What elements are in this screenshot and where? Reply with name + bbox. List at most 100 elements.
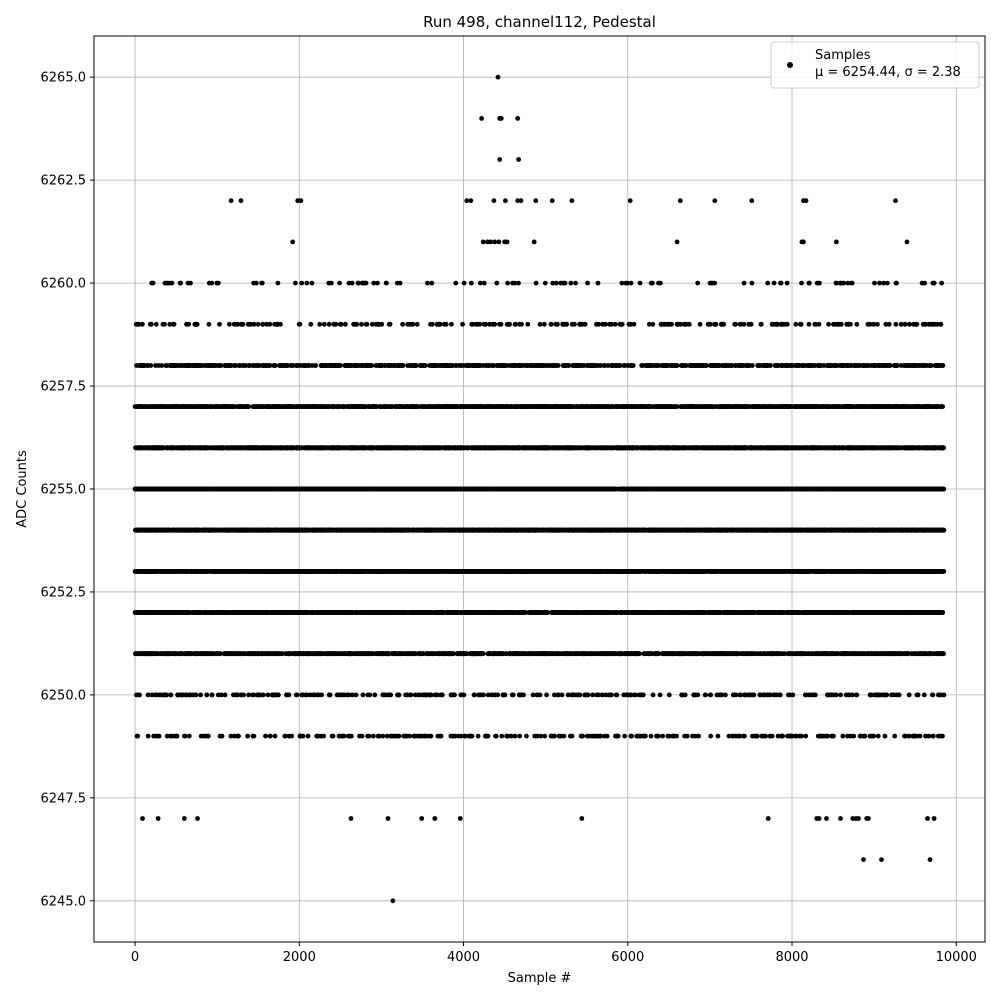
data-point: [231, 610, 237, 615]
data-point: [855, 651, 860, 657]
data-point: [716, 610, 721, 615]
data-point: [840, 733, 846, 739]
data-point: [396, 692, 402, 698]
data-point: [716, 651, 722, 657]
data-point: [491, 651, 496, 657]
data-point: [552, 651, 557, 657]
data-point: [371, 610, 377, 615]
data-point: [416, 733, 422, 739]
data-point: [664, 651, 670, 657]
data-points: [132, 74, 947, 904]
data-point: [337, 733, 343, 739]
data-point: [880, 651, 885, 657]
data-point: [787, 733, 792, 739]
data-point: [670, 651, 676, 657]
data-point: [763, 610, 769, 615]
data-point: [448, 733, 454, 739]
data-point: [344, 610, 349, 615]
data-point: [311, 692, 316, 698]
data-point: [851, 610, 857, 615]
data-point: [501, 610, 507, 615]
data-point: [711, 610, 717, 615]
data-point: [435, 651, 441, 657]
data-point: [318, 651, 324, 657]
data-point: [231, 692, 236, 698]
data-point: [509, 692, 515, 698]
data-point: [254, 610, 260, 615]
data-point: [679, 692, 684, 698]
data-point: [867, 692, 873, 698]
data-point: [362, 610, 368, 615]
data-point: [218, 610, 224, 615]
data-point: [678, 651, 684, 657]
data-point: [889, 692, 894, 698]
data-point: [572, 692, 577, 698]
data-point: [499, 733, 505, 739]
data-point: [471, 610, 477, 615]
data-point: [240, 651, 246, 657]
data-point: [372, 692, 378, 698]
data-point: [910, 610, 916, 615]
data-point: [163, 610, 169, 615]
data-point: [918, 610, 923, 615]
data-point: [504, 733, 510, 739]
data-point: [580, 610, 585, 615]
data-point: [851, 733, 857, 739]
data-point: [559, 692, 565, 698]
data-point: [461, 692, 467, 698]
data-point: [845, 733, 850, 739]
data-point: [561, 733, 567, 739]
data-point: [346, 651, 352, 657]
data-point: [682, 692, 688, 698]
data-point: [336, 610, 342, 615]
data-point: [792, 610, 798, 615]
data-point: [776, 651, 782, 657]
data-point: [421, 692, 426, 698]
data-point: [927, 651, 932, 657]
data-point: [838, 610, 844, 615]
data-point: [235, 733, 241, 739]
data-point: [464, 651, 470, 657]
data-point: [475, 733, 481, 739]
data-point: [137, 692, 142, 698]
data-point: [432, 692, 438, 698]
data-point: [575, 692, 581, 698]
data-point: [874, 692, 880, 698]
data-point: [501, 692, 507, 698]
data-point: [875, 733, 881, 739]
data-point: [172, 651, 178, 657]
data-point: [814, 610, 820, 615]
data-point: [508, 651, 513, 657]
data-point: [196, 610, 202, 615]
data-point: [133, 651, 138, 657]
data-point: [763, 733, 768, 739]
data-point: [155, 733, 160, 739]
data-point: [803, 692, 808, 698]
data-point: [219, 733, 225, 739]
data-point: [602, 733, 607, 739]
data-point: [175, 692, 181, 698]
data-point: [452, 733, 458, 739]
data-point: [440, 651, 446, 657]
data-point: [380, 692, 386, 698]
data-point: [782, 651, 787, 657]
data-point: [786, 692, 791, 698]
data-point: [647, 651, 653, 657]
data-point: [730, 610, 736, 615]
data-point: [349, 692, 355, 698]
data-point: [228, 733, 234, 739]
data-point: [584, 733, 590, 739]
data-point: [385, 651, 390, 657]
data-point: [803, 733, 809, 739]
data-point: [849, 651, 855, 657]
data-point: [882, 733, 888, 739]
data-point: [573, 651, 578, 657]
data-point: [581, 651, 587, 657]
data-point: [815, 651, 821, 657]
data-point: [221, 651, 227, 657]
data-point: [812, 692, 818, 698]
data-point: [894, 692, 899, 698]
data-point: [705, 610, 711, 615]
